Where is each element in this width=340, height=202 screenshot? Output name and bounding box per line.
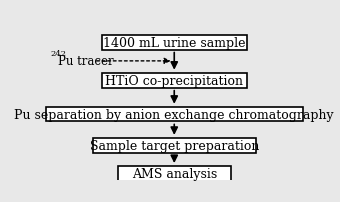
Text: Sample target preparation: Sample target preparation (89, 139, 259, 152)
Text: 242: 242 (50, 50, 66, 58)
Text: 1400 mL urine sample: 1400 mL urine sample (103, 36, 245, 49)
FancyBboxPatch shape (92, 138, 256, 153)
Text: Pu separation by anion exchange chromatography: Pu separation by anion exchange chromato… (14, 108, 334, 121)
FancyBboxPatch shape (102, 36, 247, 50)
Text: HTiO co-precipitation: HTiO co-precipitation (105, 75, 243, 87)
FancyBboxPatch shape (46, 107, 303, 122)
FancyBboxPatch shape (118, 166, 231, 181)
Text: AMS analysis: AMS analysis (132, 167, 217, 180)
Text: Pu tracer: Pu tracer (58, 55, 114, 68)
FancyBboxPatch shape (102, 74, 247, 88)
